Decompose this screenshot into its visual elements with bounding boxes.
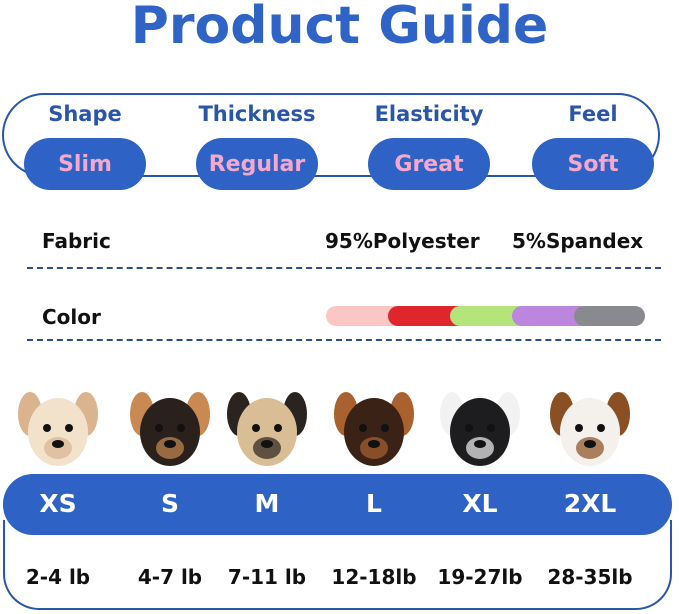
feature-label-feel: Feel xyxy=(568,102,618,126)
white-maltipoo-dog-image xyxy=(10,382,106,478)
feature-label-shape: Shape xyxy=(48,102,122,126)
fabric-spandex: 5%Spandex xyxy=(512,229,644,253)
divider xyxy=(27,267,661,269)
chihuahua-dog-image xyxy=(122,382,218,478)
feature-label-thickness: Thickness xyxy=(198,102,316,126)
color-swatch xyxy=(326,306,406,326)
weight-range: 4-7 lb xyxy=(137,565,203,589)
size-label: S xyxy=(160,489,179,518)
weight-range: 2-4 lb xyxy=(25,565,91,589)
page-title: Product Guide xyxy=(130,0,549,56)
feature-value-thickness: Regular xyxy=(196,138,318,190)
divider xyxy=(27,339,661,341)
size-label: XS xyxy=(39,489,77,518)
dachshund-dog-image xyxy=(326,382,422,478)
feature-value-elasticity: Great xyxy=(368,138,490,190)
weight-range: 12-18lb xyxy=(331,565,417,589)
boston-terrier-dog-image xyxy=(432,382,528,478)
weights-outline xyxy=(3,520,672,610)
feature-value-feel: Soft xyxy=(532,138,654,190)
pug-dog-image xyxy=(219,382,315,478)
size-bar xyxy=(3,474,672,535)
color-swatch xyxy=(574,306,645,326)
size-label: L xyxy=(366,489,382,518)
size-label: M xyxy=(254,489,280,518)
color-swatch xyxy=(512,306,592,326)
fabric-label: Fabric xyxy=(42,229,111,253)
weight-range: 19-27lb xyxy=(437,565,523,589)
features-outline xyxy=(2,93,660,177)
weight-range: 7-11 lb xyxy=(227,565,307,589)
size-label: XL xyxy=(462,489,498,518)
fabric-polyester: 95%Polyester xyxy=(325,229,480,253)
feature-label-elasticity: Elasticity xyxy=(374,102,484,126)
feature-value-shape: Slim xyxy=(24,138,146,190)
color-swatch xyxy=(450,306,530,326)
weight-range: 28-35lb xyxy=(547,565,633,589)
color-label: Color xyxy=(42,305,101,329)
beagle-dog-image xyxy=(542,382,638,478)
color-swatch xyxy=(388,306,468,326)
size-label: 2XL xyxy=(563,489,617,518)
